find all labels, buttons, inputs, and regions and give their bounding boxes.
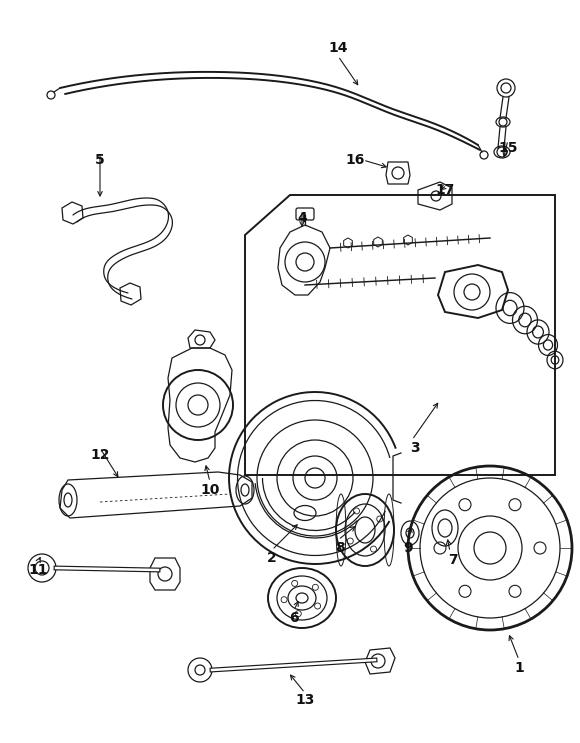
Text: 8: 8 [335, 541, 345, 555]
Text: 16: 16 [345, 153, 365, 167]
Text: 15: 15 [498, 141, 518, 155]
Text: 13: 13 [295, 693, 315, 707]
Text: 12: 12 [90, 448, 110, 462]
Text: 7: 7 [448, 553, 458, 567]
Text: 14: 14 [328, 41, 348, 55]
Text: 2: 2 [267, 551, 277, 565]
Text: 11: 11 [28, 563, 48, 577]
Text: 1: 1 [514, 661, 524, 675]
Text: 6: 6 [289, 611, 299, 625]
Text: 9: 9 [403, 541, 413, 555]
Text: 10: 10 [200, 483, 220, 497]
Text: 3: 3 [410, 441, 420, 455]
Text: 5: 5 [95, 153, 105, 167]
Text: 17: 17 [436, 183, 455, 197]
Text: 4: 4 [297, 211, 307, 225]
